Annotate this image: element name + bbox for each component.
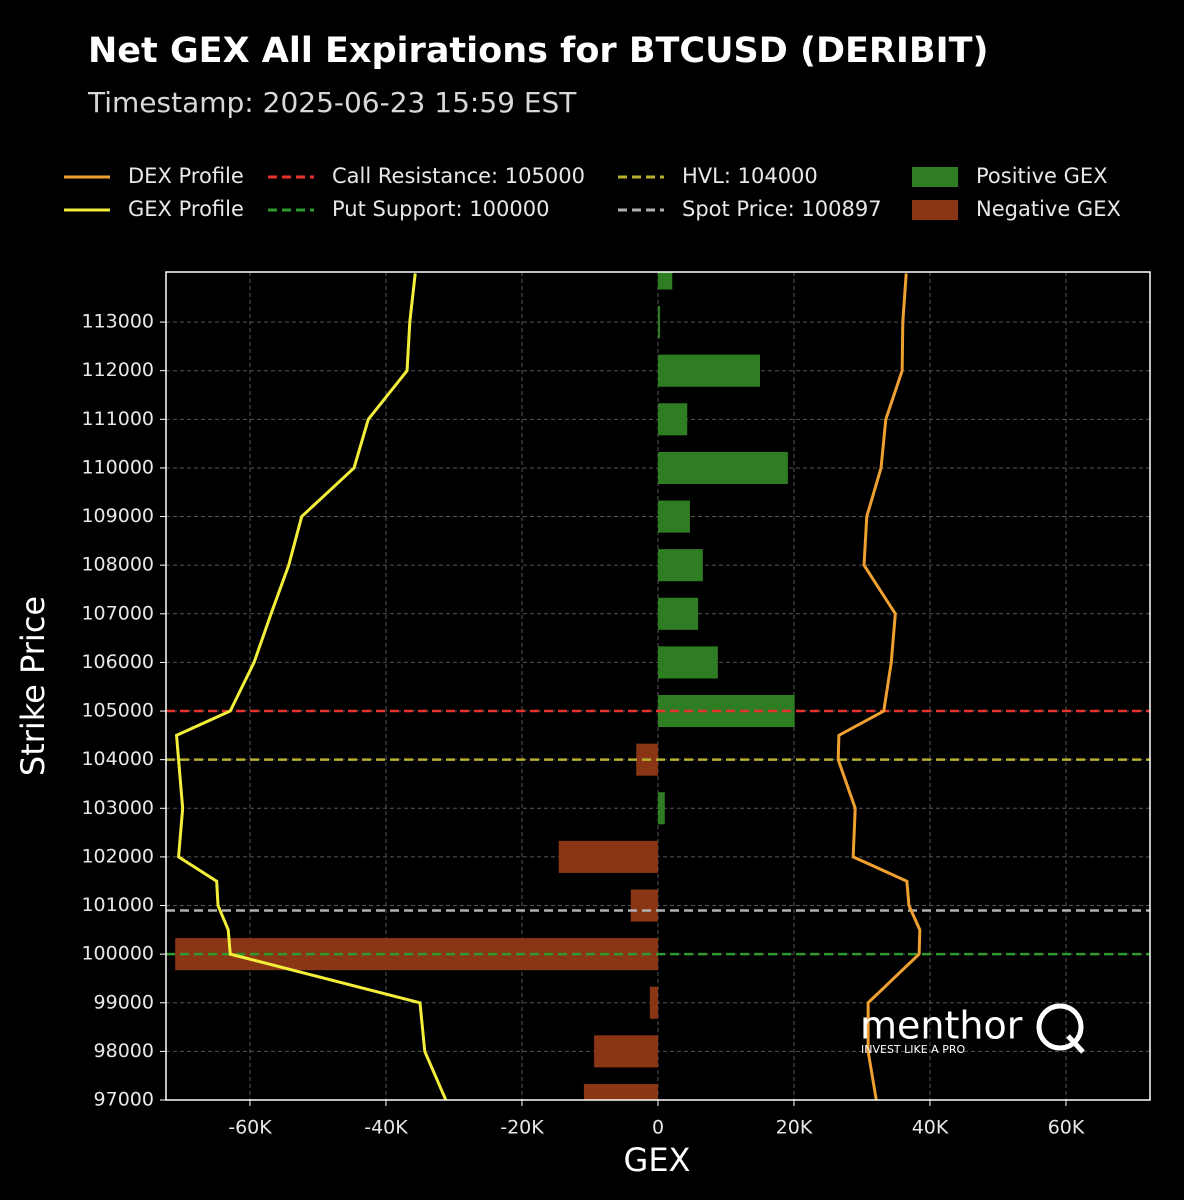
y-tick-label: 112000 [81, 359, 154, 381]
y-tick-label: 98000 [94, 1040, 154, 1062]
bar [583, 1083, 658, 1100]
legend-label: HVL: 104000 [682, 164, 818, 188]
legend-label: Negative GEX [976, 197, 1121, 221]
bar [658, 549, 703, 582]
legend-label: Spot Price: 100897 [682, 197, 882, 221]
legend-label: GEX Profile [128, 197, 244, 221]
y-tick-label: 111000 [81, 408, 154, 430]
bar [658, 597, 699, 630]
y-tick-label: 104000 [81, 748, 154, 770]
y-tick-label: 100000 [81, 943, 154, 965]
bar [658, 403, 688, 436]
watermark-logo [1066, 1034, 1085, 1054]
y-tick-label: 107000 [81, 602, 154, 624]
watermark-brand: menthor [860, 1004, 1023, 1048]
legend-swatch [912, 167, 958, 187]
bar [658, 792, 665, 825]
bar [175, 938, 659, 971]
y-tick-label: 110000 [81, 456, 154, 478]
x-axis-label: GEX [624, 1141, 691, 1179]
chart-title: Net GEX All Expirations for BTCUSD (DERI… [88, 31, 988, 71]
x-tick-label: -40K [364, 1117, 408, 1139]
bar [649, 986, 658, 1019]
y-tick-label: 102000 [81, 845, 154, 867]
y-tick-label: 109000 [81, 505, 154, 527]
plot-frame [165, 271, 1151, 1101]
x-tick-label: 40K [912, 1117, 949, 1139]
plot-area [166, 272, 1150, 1100]
y-tick-label: 99000 [94, 991, 154, 1013]
bar [658, 646, 718, 679]
bar [630, 889, 658, 922]
legend-label: Put Support: 100000 [332, 197, 549, 221]
legend-label: DEX Profile [128, 164, 244, 188]
x-tick-label: 0 [652, 1117, 664, 1139]
bar [658, 500, 690, 533]
y-tick-label: 113000 [81, 311, 154, 333]
bar [594, 1035, 658, 1068]
watermark-logo [1036, 1003, 1084, 1051]
bar [658, 451, 788, 484]
legend-swatch [912, 200, 958, 220]
watermark: menthor INVEST LIKE A PRO [860, 1003, 1085, 1056]
x-tick-label: -20K [500, 1117, 544, 1139]
bar [658, 306, 661, 339]
y-tick-label: 97000 [94, 1089, 154, 1111]
x-tick-label: -60K [228, 1117, 272, 1139]
bar [558, 840, 658, 873]
legend-label: Positive GEX [976, 164, 1108, 188]
y-tick-label: 101000 [81, 894, 154, 916]
watermark-tagline: INVEST LIKE A PRO [861, 1043, 965, 1056]
x-tick-label: 60K [1048, 1117, 1085, 1139]
legend-label: Call Resistance: 105000 [332, 164, 585, 188]
y-axis-label: Strike Price [14, 596, 52, 776]
bar [658, 272, 673, 290]
chart-subtitle: Timestamp: 2025-06-23 15:59 EST [87, 86, 577, 119]
x-tick-label: 20K [776, 1117, 813, 1139]
y-tick-label: 106000 [81, 651, 154, 673]
profile-line [174, 273, 448, 1100]
bar [658, 354, 761, 387]
y-tick-label: 105000 [81, 700, 154, 722]
profile-line [836, 273, 922, 1100]
y-tick-label: 103000 [81, 797, 154, 819]
y-tick-label: 108000 [81, 554, 154, 576]
